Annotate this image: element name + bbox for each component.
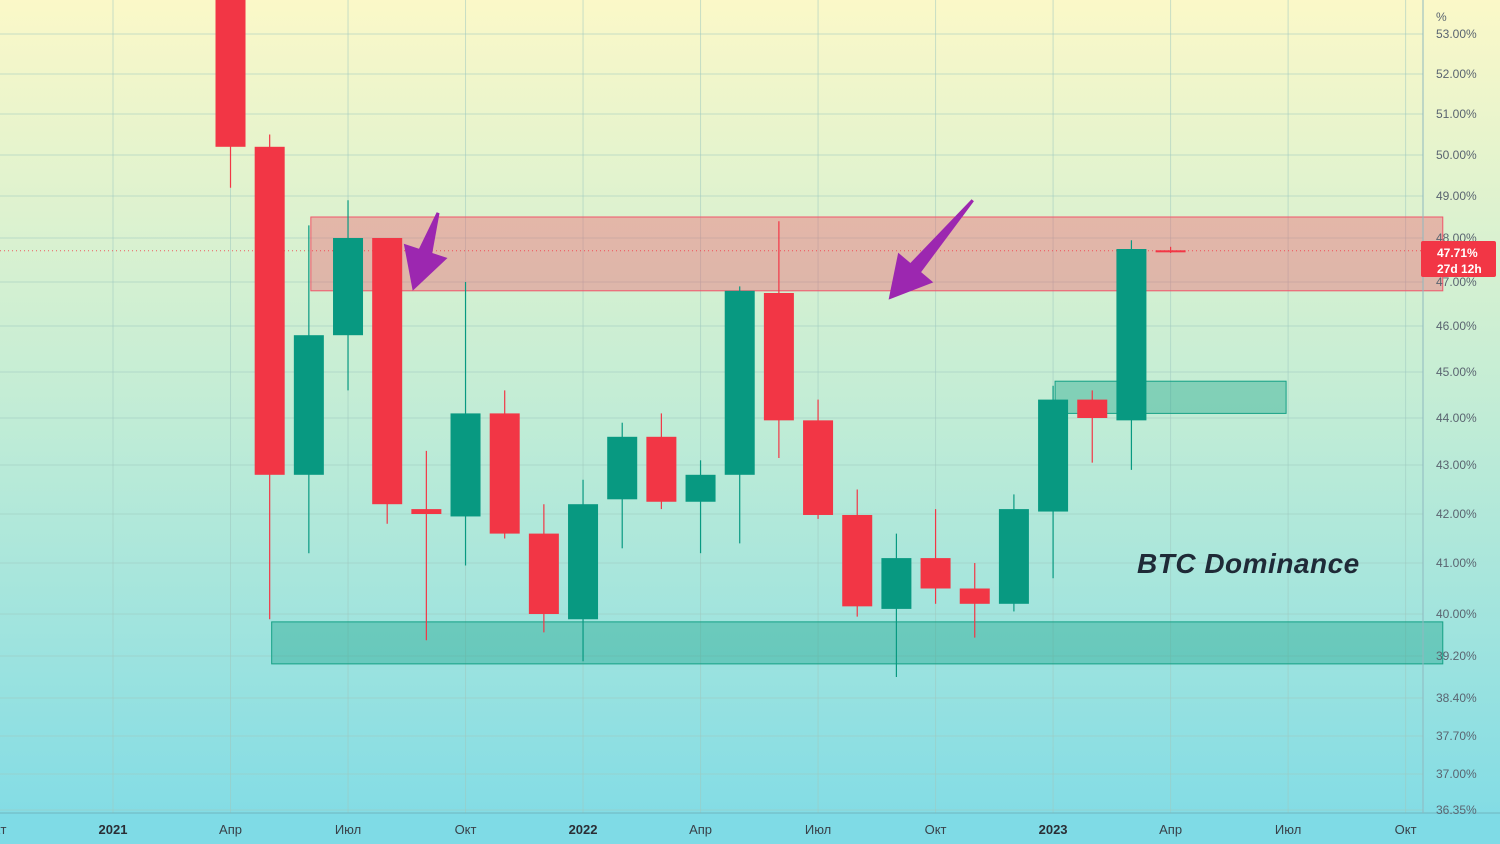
candle <box>372 238 403 524</box>
x-tick-label: Апр <box>219 822 242 837</box>
x-tick-label: 2022 <box>569 822 598 837</box>
x-tick-label: Окт <box>455 822 477 837</box>
x-axis: 2021 Апр Июл Окт 2022 Апр Июл Окт 2023 Апр Июл Окт О… <box>0 822 1417 837</box>
y-tick-label: 47.00% <box>1436 275 1477 289</box>
y-tick-label: 45.00% <box>1436 365 1477 379</box>
candle <box>411 450 442 641</box>
arrow-pointer <box>403 212 448 291</box>
price-badge-bg <box>1421 241 1496 277</box>
candle <box>842 489 873 617</box>
candle-body <box>959 588 990 604</box>
candle <box>489 390 520 539</box>
candle-body <box>881 558 912 609</box>
candle <box>293 225 324 554</box>
candle <box>803 399 834 519</box>
x-tick-label: Окт <box>0 822 6 837</box>
candle-body <box>215 0 246 147</box>
candle-body <box>568 504 599 620</box>
x-tick-label: 2021 <box>99 822 128 837</box>
candle <box>685 460 716 554</box>
y-tick-label: 36.35% <box>1436 803 1477 817</box>
y-tick-label: 37.00% <box>1436 767 1477 781</box>
candle-body <box>450 413 481 517</box>
candle-body <box>1155 250 1186 253</box>
candle <box>450 282 481 566</box>
candle <box>646 413 677 510</box>
candle-body <box>411 509 442 514</box>
candle <box>607 422 638 549</box>
candle <box>528 504 559 633</box>
y-tick-label: 39.20% <box>1436 649 1477 663</box>
candle-body <box>803 420 834 515</box>
zones-layer <box>271 216 1444 665</box>
x-tick-label: Окт <box>925 822 947 837</box>
x-tick-label: Июл <box>805 822 831 837</box>
current-price-badge: 47.71% 27d 12h <box>1421 241 1496 277</box>
candle-body <box>842 514 873 607</box>
candle-body <box>724 290 755 475</box>
candle-body <box>1116 249 1147 421</box>
candle <box>215 0 246 188</box>
candle <box>920 509 951 604</box>
candle <box>959 563 990 638</box>
candle <box>881 533 912 677</box>
arrows-layer <box>403 199 974 300</box>
candle-body <box>1038 399 1069 512</box>
x-axis-bar <box>0 813 1500 844</box>
candle-body <box>646 436 677 502</box>
candle-body <box>607 436 638 500</box>
x-tick-label: Апр <box>689 822 712 837</box>
chart-annotation: BTC Dominance <box>1137 548 1360 579</box>
y-tick-label: 50.00% <box>1436 148 1477 162</box>
candle-body <box>489 413 520 534</box>
candle-body <box>254 146 285 475</box>
candle <box>568 479 599 662</box>
y-axis: 53.00%52.00%51.00%50.00%49.00%48.00%47.0… <box>1436 27 1477 817</box>
candle <box>1038 385 1069 579</box>
support-zone <box>271 621 1444 665</box>
candles-layer <box>215 0 1186 677</box>
candle <box>998 494 1029 612</box>
candle-body <box>528 533 559 614</box>
candle <box>763 221 794 458</box>
x-tick-label: Окт <box>1395 822 1417 837</box>
y-tick-label: 43.00% <box>1436 458 1477 472</box>
candle <box>1155 246 1186 253</box>
candle <box>1077 390 1108 463</box>
y-tick-label: 42.00% <box>1436 507 1477 521</box>
candle-body <box>333 238 364 336</box>
candle-body <box>372 238 403 505</box>
y-tick-label: 52.00% <box>1436 67 1477 81</box>
resistance-zone <box>310 216 1444 292</box>
y-tick-label: 53.00% <box>1436 27 1477 41</box>
candle <box>254 134 285 620</box>
y-tick-label: 37.70% <box>1436 729 1477 743</box>
countdown-label: 27d 12h <box>1437 262 1482 276</box>
candle-body <box>1077 399 1108 418</box>
x-tick-label: 2023 <box>1039 822 1068 837</box>
candle <box>1116 240 1147 470</box>
x-tick-label: Июл <box>1275 822 1301 837</box>
candle <box>333 200 364 391</box>
x-tick-label: Апр <box>1159 822 1182 837</box>
arrow-pointer <box>888 199 974 300</box>
price-unit-label: % <box>1436 10 1447 24</box>
candle-body <box>685 474 716 502</box>
y-tick-label: 51.00% <box>1436 107 1477 121</box>
y-tick-label: 38.40% <box>1436 691 1477 705</box>
y-tick-label: 40.00% <box>1436 607 1477 621</box>
y-tick-label: 41.00% <box>1436 556 1477 570</box>
candle-body <box>920 558 951 589</box>
y-tick-label: 44.00% <box>1436 411 1477 425</box>
x-tick-label: Июл <box>335 822 361 837</box>
current-price-label: 47.71% <box>1437 246 1478 260</box>
y-tick-label: 46.00% <box>1436 319 1477 333</box>
candle-body <box>998 509 1029 604</box>
y-tick-label: 49.00% <box>1436 189 1477 203</box>
candle <box>724 286 755 544</box>
candle-body <box>763 293 794 421</box>
candle-body <box>293 335 324 475</box>
